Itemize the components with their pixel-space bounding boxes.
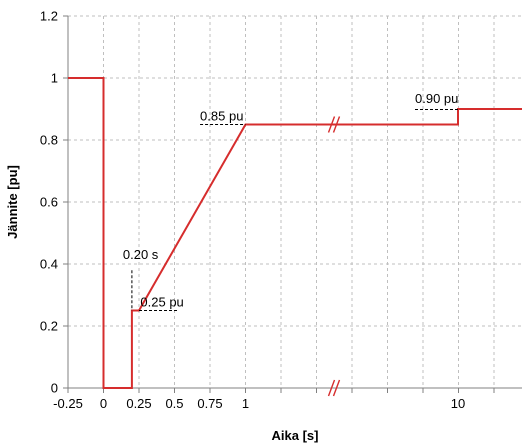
y-tick-label: 1.2: [40, 9, 58, 24]
y-tick-label: 0.2: [40, 319, 58, 334]
annotation-025-pu: 0.25 pu: [140, 295, 183, 310]
y-tick-label: 0.4: [40, 257, 58, 272]
x-tick-label: 0.25: [126, 396, 151, 411]
x-tick-label: -0.25: [53, 396, 83, 411]
x-axis-title: Aika [s]: [272, 428, 319, 443]
series-line: [68, 77, 522, 389]
x-tick-label: 1: [242, 396, 249, 411]
annotations: 0.85 pu 0.90 pu 0.20 s 0.25 pu: [123, 91, 458, 397]
axis-break-mark: [327, 379, 341, 397]
annotation-085-pu: 0.85 pu: [200, 109, 243, 124]
y-tick-label: 0: [51, 381, 58, 396]
x-tick-label: 0.5: [165, 396, 183, 411]
grid: [67, 15, 522, 388]
x-tick-label: 0.75: [197, 396, 222, 411]
series: [68, 77, 522, 389]
tick-labels: 00.20.40.60.811.2-0.25 0 0.25 0.5 0.75 1 10: [40, 9, 465, 412]
annotation-090-pu: 0.90 pu: [415, 91, 458, 106]
y-tick-label: 0.8: [40, 133, 58, 148]
x-tick-label: 0: [100, 396, 107, 411]
y-tick-label: 1: [51, 71, 58, 86]
x-tick-label: 10: [451, 396, 465, 411]
y-axis-title: Jännite [pu]: [5, 165, 20, 239]
annotation-020-s: 0.20 s: [123, 247, 159, 262]
y-tick-label: 0.6: [40, 195, 58, 210]
series-break-mark: [327, 116, 341, 133]
